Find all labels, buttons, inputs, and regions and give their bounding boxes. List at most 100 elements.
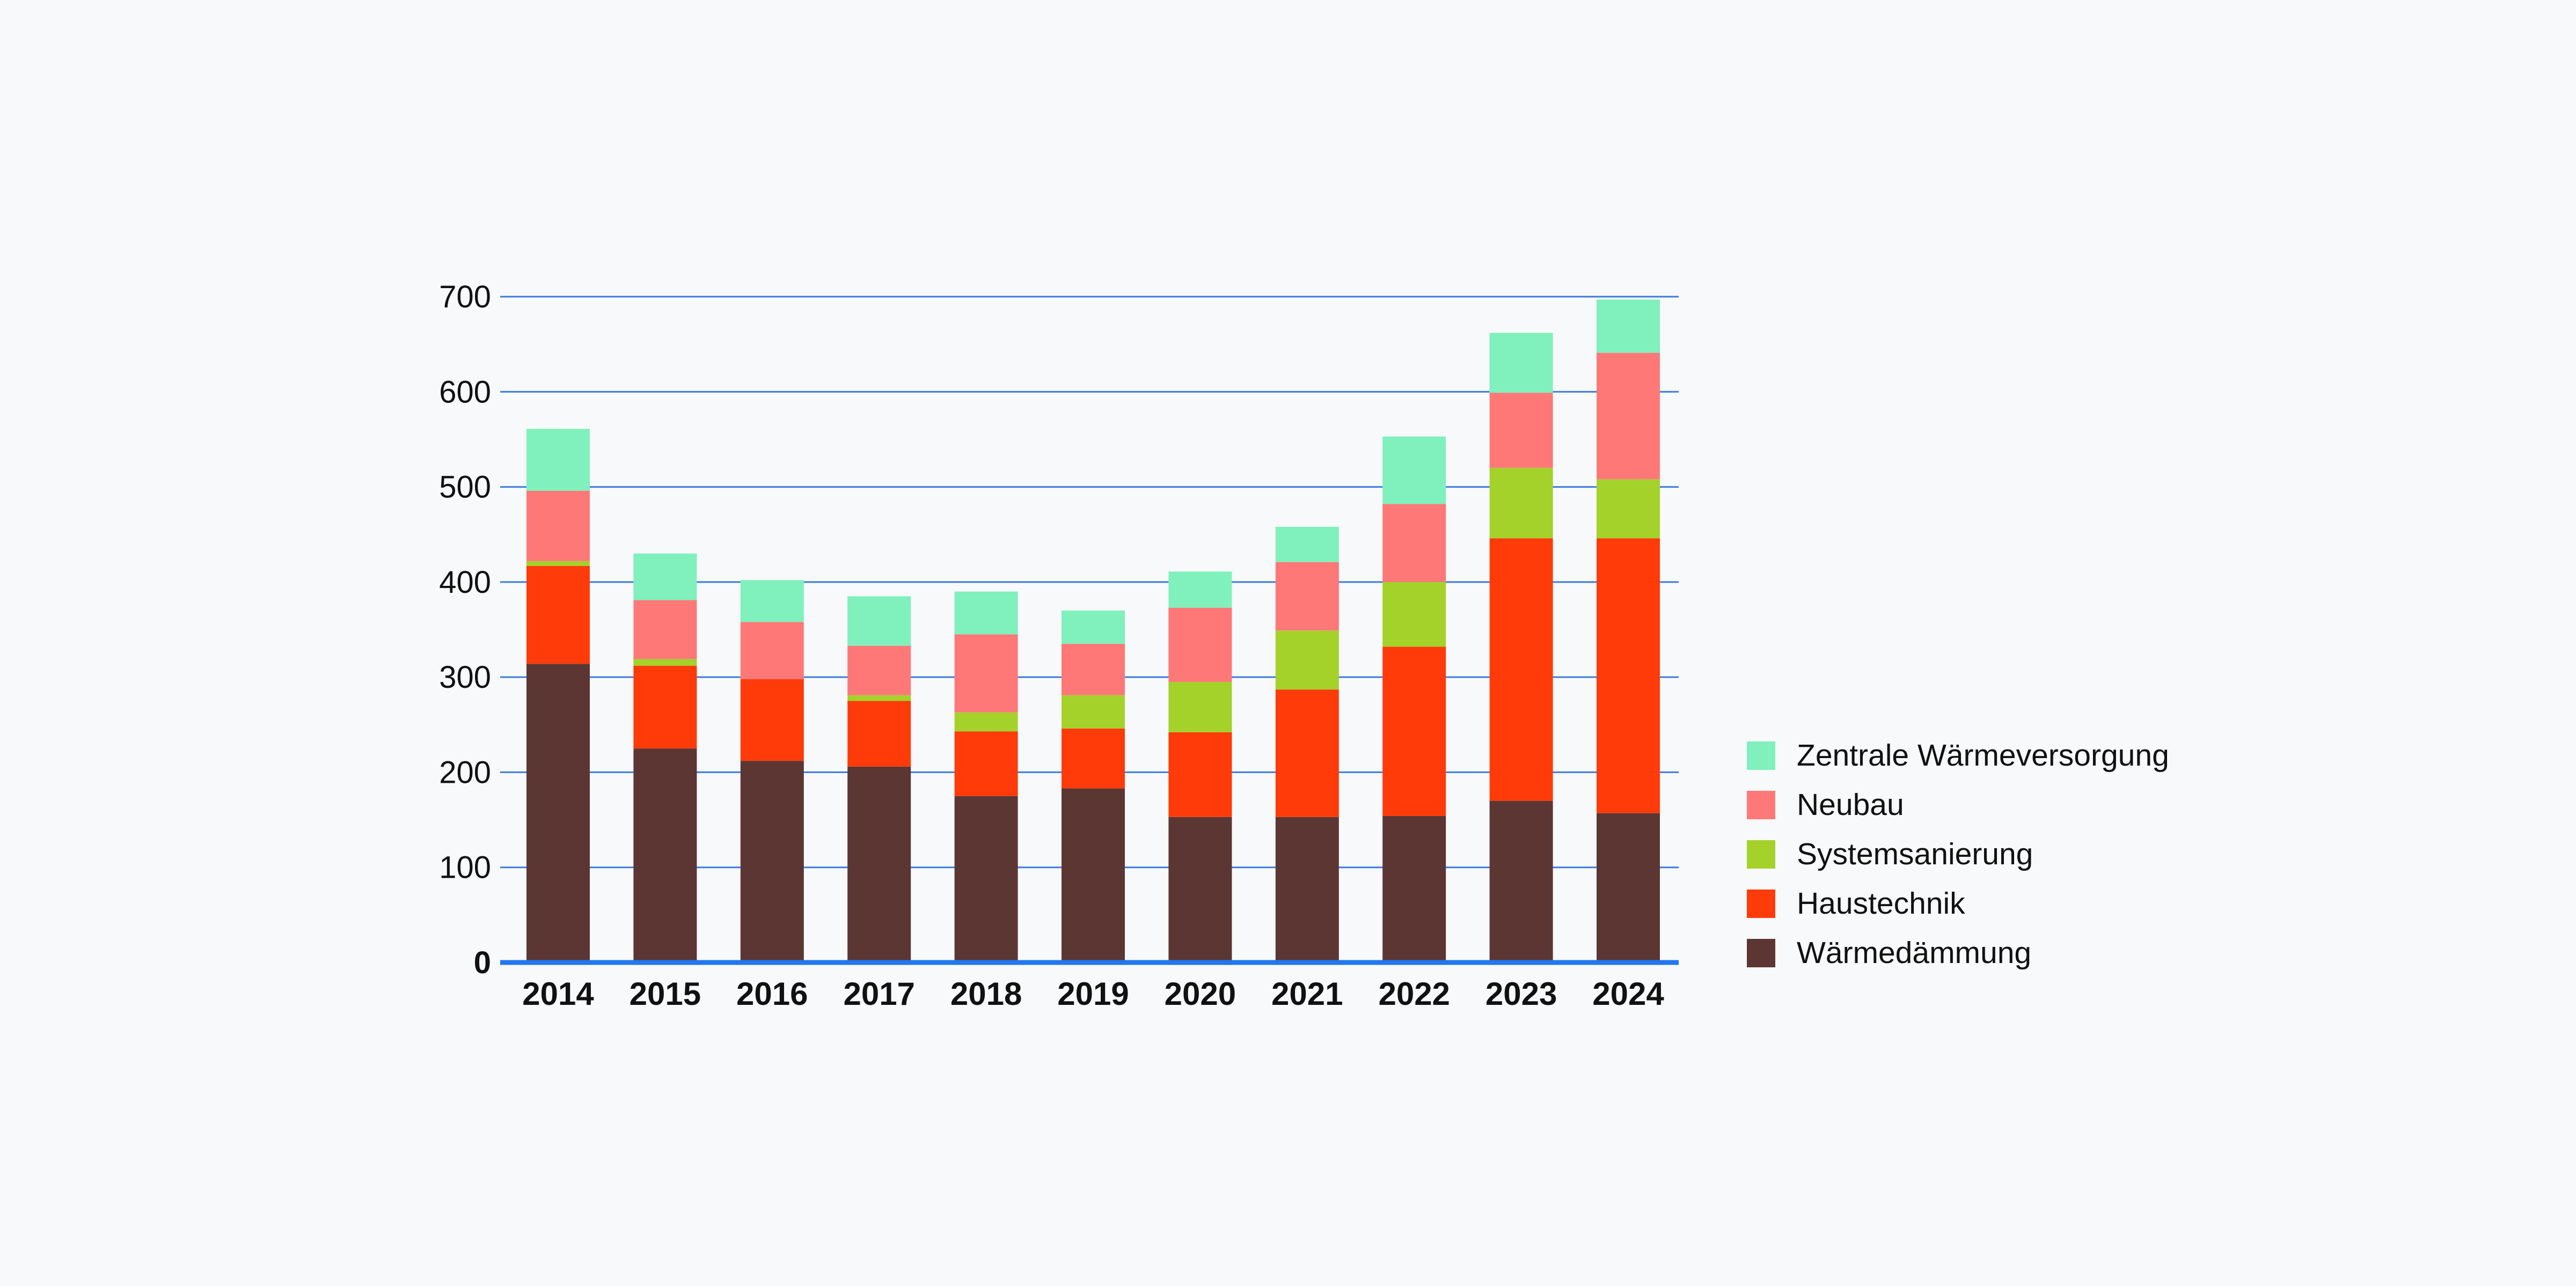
x-tick-label: 2021 bbox=[1271, 976, 1343, 1012]
bar-segment bbox=[526, 429, 590, 491]
bar-segment bbox=[526, 561, 590, 566]
legend-item: Systemsanierung bbox=[1747, 829, 2169, 879]
bar-segment bbox=[1382, 436, 1446, 504]
bar-stack bbox=[740, 580, 804, 962]
bar-segment bbox=[1275, 630, 1339, 690]
bar-segment bbox=[954, 634, 1018, 712]
bar-segment bbox=[1382, 815, 1446, 962]
legend-swatch bbox=[1747, 889, 1775, 918]
bar-segment bbox=[1597, 538, 1660, 813]
bar-segment bbox=[1489, 393, 1553, 468]
bar-segment bbox=[1597, 352, 1660, 480]
legend-label: Haustechnik bbox=[1797, 886, 1965, 921]
legend-label: Zentrale Wärmeversorgung bbox=[1797, 738, 2169, 773]
y-tick-label: 0 bbox=[474, 945, 491, 980]
bar-segment bbox=[633, 600, 697, 659]
bar-segment bbox=[1062, 695, 1125, 729]
bar-stack bbox=[1489, 333, 1553, 962]
bar-segment bbox=[740, 622, 804, 679]
bar-segment bbox=[1168, 732, 1232, 817]
bar-segment bbox=[1597, 299, 1660, 353]
bar-segment bbox=[1382, 582, 1446, 647]
legend-item: Haustechnik bbox=[1747, 879, 2169, 928]
bar-segment bbox=[526, 565, 590, 664]
x-tick-label: 2018 bbox=[950, 976, 1022, 1012]
bar-stack bbox=[526, 429, 590, 962]
bar-segment bbox=[740, 580, 804, 622]
bar-segment bbox=[954, 731, 1018, 796]
y-tick-label: 600 bbox=[439, 374, 491, 409]
bar-segment bbox=[740, 679, 804, 761]
bar-segment bbox=[633, 665, 697, 749]
legend: Zentrale Wärmeversorgung Neubau Systemsani… bbox=[1747, 731, 2169, 978]
y-tick-label: 200 bbox=[439, 755, 491, 790]
legend-swatch bbox=[1747, 741, 1775, 770]
bar-segment bbox=[1168, 817, 1232, 962]
x-tick-label: 2020 bbox=[1165, 976, 1236, 1012]
bar-segment bbox=[1597, 479, 1660, 539]
bar-segment bbox=[633, 748, 697, 962]
bar-segment bbox=[847, 645, 911, 695]
bar-stack bbox=[1597, 299, 1660, 962]
bar-segment bbox=[526, 664, 590, 962]
legend-swatch bbox=[1747, 938, 1775, 967]
x-tick-label: 2023 bbox=[1485, 976, 1557, 1012]
bar-segment bbox=[1275, 562, 1339, 631]
bar-stack bbox=[1275, 527, 1339, 962]
y-axis-tick-labels: 0 100 200 300 400 500 600 700 bbox=[439, 280, 491, 980]
bar-segment bbox=[633, 553, 697, 600]
bar-segment bbox=[633, 659, 697, 666]
x-tick-label: 2024 bbox=[1592, 976, 1664, 1012]
y-tick-label: 400 bbox=[439, 565, 491, 600]
bar-segment bbox=[954, 712, 1018, 732]
bar-stack bbox=[1062, 611, 1125, 962]
legend-label: Wärmedämmung bbox=[1797, 936, 2032, 970]
legend-swatch bbox=[1747, 840, 1775, 869]
y-tick-label: 100 bbox=[439, 850, 491, 885]
bar-stack bbox=[1168, 571, 1232, 962]
bar-segment bbox=[1275, 817, 1339, 962]
y-tick-label: 300 bbox=[439, 660, 491, 695]
legend-item: Neubau bbox=[1747, 780, 2169, 829]
bar-segment bbox=[1489, 538, 1553, 801]
bar-segment bbox=[847, 701, 911, 767]
bar-segment bbox=[847, 766, 911, 962]
bar-segment bbox=[954, 591, 1018, 635]
x-tick-label: 2022 bbox=[1378, 976, 1450, 1012]
legend-label: Neubau bbox=[1797, 788, 1904, 822]
bars bbox=[526, 299, 1660, 962]
bar-segment bbox=[1382, 504, 1446, 582]
x-tick-label: 2019 bbox=[1057, 976, 1129, 1012]
bar-stack bbox=[633, 553, 697, 962]
bar-segment bbox=[1062, 728, 1125, 789]
bar-stack bbox=[954, 591, 1018, 962]
bar-segment bbox=[1275, 527, 1339, 562]
bar-segment bbox=[1062, 788, 1125, 962]
bar-segment bbox=[847, 596, 911, 646]
x-tick-label: 2017 bbox=[843, 976, 914, 1012]
bar-segment bbox=[1062, 644, 1125, 695]
legend-item: Zentrale Wärmeversorgung bbox=[1747, 731, 2169, 780]
x-tick-label: 2015 bbox=[630, 976, 701, 1012]
x-tick-label: 2016 bbox=[736, 976, 808, 1012]
bar-segment bbox=[1489, 333, 1553, 393]
bar-stack bbox=[847, 596, 911, 962]
bar-segment bbox=[1168, 607, 1232, 682]
legend-swatch bbox=[1747, 790, 1775, 819]
bar-segment bbox=[1168, 571, 1232, 608]
y-tick-label: 500 bbox=[439, 470, 491, 505]
x-tick-label: 2014 bbox=[522, 976, 594, 1012]
bar-segment bbox=[954, 796, 1018, 962]
bar-segment bbox=[1489, 800, 1553, 962]
bar-segment bbox=[740, 761, 804, 962]
y-tick-label: 700 bbox=[439, 280, 491, 314]
bar-segment bbox=[1062, 611, 1125, 644]
bar-stack bbox=[1382, 436, 1446, 962]
x-axis-tick-labels: 2014 2015 2016 2017 2018 2019 2020 2021 2022 2023… bbox=[522, 976, 1664, 1012]
bar-segment bbox=[1382, 646, 1446, 816]
bar-segment bbox=[1168, 682, 1232, 732]
bar-segment bbox=[1489, 468, 1553, 539]
bar-segment bbox=[526, 490, 590, 561]
